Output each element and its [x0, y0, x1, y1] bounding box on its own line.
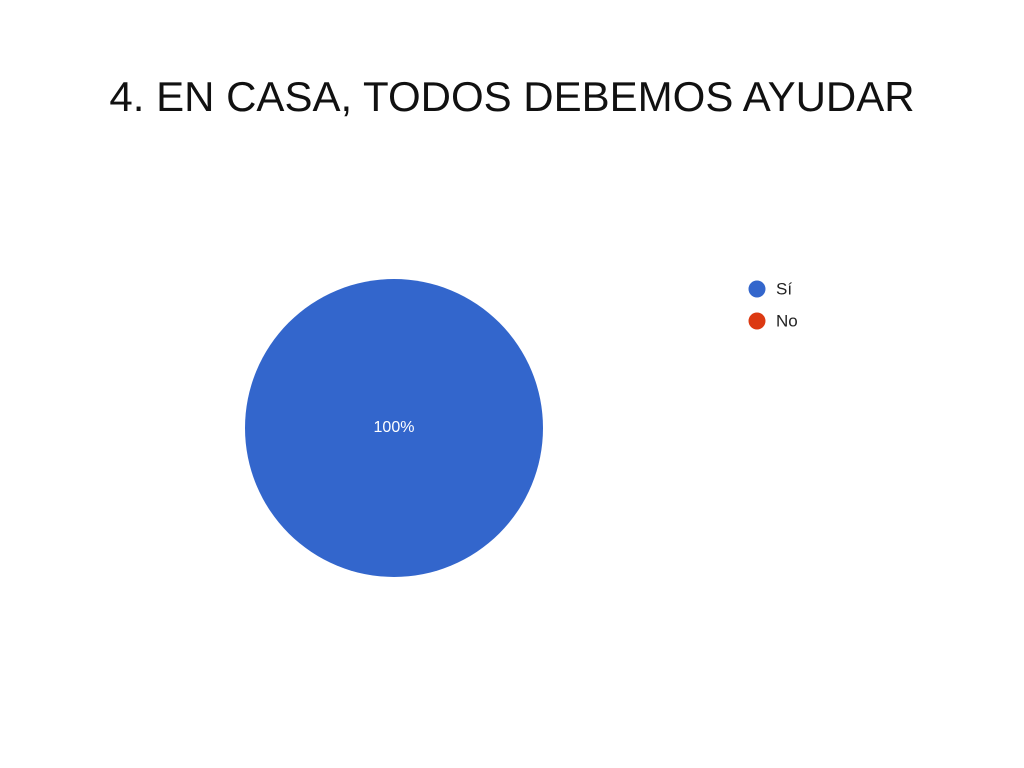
chart-title: 4. EN CASA, TODOS DEBEMOS AYUDAR	[109, 73, 914, 120]
value-label: 100%	[374, 419, 415, 436]
legend-label: Sí	[776, 279, 792, 298]
legend-swatch	[748, 312, 766, 330]
legend-label: No	[776, 311, 798, 330]
pie-slice	[245, 279, 543, 577]
legend-swatch	[748, 280, 766, 298]
